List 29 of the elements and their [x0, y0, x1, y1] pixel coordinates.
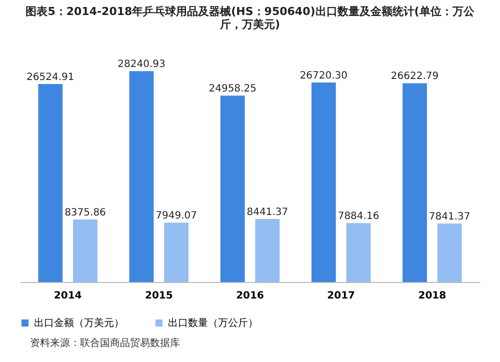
x-tick-label: 2017 — [327, 290, 356, 302]
bar — [437, 223, 462, 282]
data-label: 26622.79 — [390, 71, 439, 82]
data-label: 26524.91 — [26, 72, 74, 83]
bar — [346, 223, 371, 282]
bar — [220, 96, 245, 282]
bar — [402, 83, 427, 282]
legend-label: 出口金额（万美元） — [34, 317, 124, 329]
data-label: 8441.37 — [246, 206, 288, 218]
x-tick-label: 2018 — [418, 290, 446, 302]
bar — [255, 218, 280, 282]
data-label: 8375.86 — [64, 207, 106, 218]
x-tick-label: 2016 — [236, 290, 264, 302]
x-tick-label: 2015 — [144, 290, 173, 302]
legend-label: 出口数量（万公斤） — [168, 317, 258, 329]
data-label: 28240.93 — [118, 59, 166, 70]
data-label: 26720.30 — [300, 70, 348, 82]
bar — [311, 82, 336, 282]
chart-title: 图表5：2014-2018年乒乓球用品及器械(HS：950640)出口数量及金额统计(单位：万公斤，万美元) — [26, 5, 476, 31]
text: 资料来源：联合国商品贸易数据库 — [29, 336, 181, 350]
bar — [73, 219, 98, 282]
data-label: 7841.37 — [428, 211, 470, 222]
data-label: 7884.16 — [338, 211, 380, 222]
bar — [38, 84, 63, 282]
data-label: 7949.07 — [156, 210, 198, 222]
data-label: 24958.25 — [208, 84, 256, 95]
x-tick-label: 2014 — [54, 290, 82, 302]
bar — [164, 222, 189, 282]
bar — [129, 71, 154, 282]
